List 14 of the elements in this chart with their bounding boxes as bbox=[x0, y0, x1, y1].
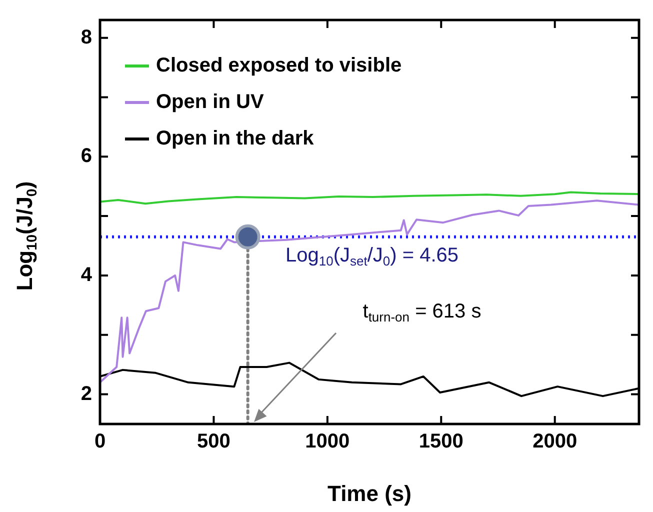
x-tick-label: 1000 bbox=[305, 430, 350, 453]
x-tick-label: 500 bbox=[197, 430, 230, 453]
legend-label: Closed exposed to visible bbox=[156, 54, 402, 77]
legend-label: Open in the dark bbox=[156, 128, 315, 150]
x-tick-label: 0 bbox=[94, 430, 106, 453]
x-axis-title: Time (s) bbox=[328, 480, 412, 506]
legend-label: Open in UV bbox=[156, 91, 264, 114]
y-tick-label: 4 bbox=[80, 264, 93, 286]
y-tick-label: 2 bbox=[80, 382, 92, 405]
x-tick-label: 2000 bbox=[532, 430, 578, 453]
x-tick-label: 1500 bbox=[418, 430, 464, 453]
y-axis-title: Log10(J/J0) bbox=[12, 181, 41, 291]
y-tick-label: 8 bbox=[80, 26, 92, 48]
y-tick-label: 6 bbox=[80, 145, 92, 168]
